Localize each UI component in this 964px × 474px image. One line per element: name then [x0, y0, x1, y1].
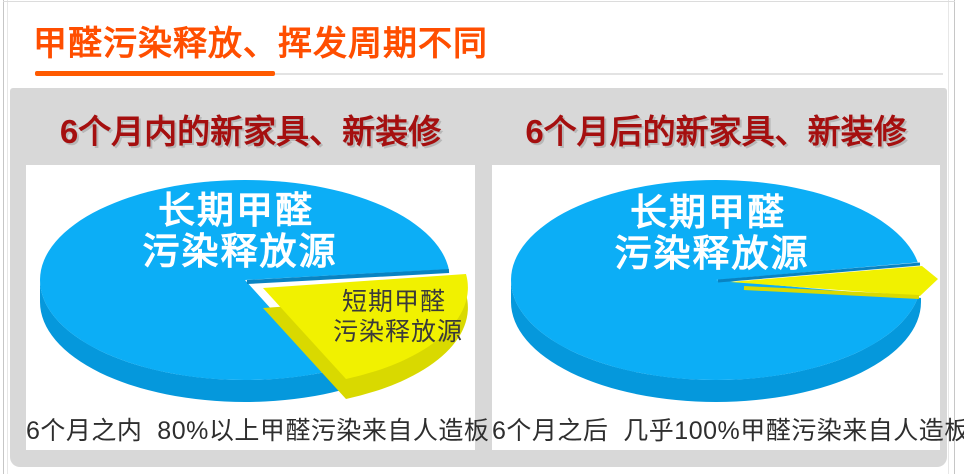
title-underline-rule	[275, 73, 943, 75]
yellow-slice-label-line2: 污染释放源	[333, 318, 463, 346]
pie-cut-inner-wall	[246, 269, 450, 284]
blue-slice-label-line1: 长期甲醛	[158, 190, 314, 231]
sliver-yellow-side	[743, 286, 920, 299]
blue-slice-label-line2: 污染释放源	[143, 231, 338, 272]
content-panel: 6个月内的新家具、新装修 6个月后的新家具、新装修 长期甲醛 污染释放源 短期甲…	[10, 88, 964, 467]
frame-line-right-outer	[954, 0, 955, 474]
wedge-yellow-top	[263, 274, 468, 379]
frame-line-left-inner	[7, 0, 8, 474]
pie-chart-after-6-months: 长期甲醛 污染释放源	[511, 180, 940, 402]
left-panel-heading: 6个月内的新家具、新装修	[59, 113, 442, 150]
frame-line-left-outer	[3, 0, 4, 474]
blue-slice-label-line2: 污染释放源	[615, 233, 810, 274]
yellow-slice-label-line1: 短期甲醛	[342, 288, 446, 316]
blue-slice-label-line1: 长期甲醛	[630, 192, 786, 233]
pie-cut-inner-wall	[717, 262, 921, 283]
left-chart-caption: 6个月之内 80%以上甲醛污染来自人造板	[26, 417, 490, 445]
pie-chart-within-6-months: 长期甲醛 污染释放源 短期甲醛 污染释放源	[40, 180, 475, 450]
pie-blue-side	[511, 280, 921, 402]
frame-line-right-inner	[948, 0, 949, 474]
frame-line-top	[3, 1, 955, 2]
right-panel-heading: 6个月后的新家具、新装修	[525, 113, 907, 150]
left-chart-card: 长期甲醛 污染释放源 短期甲醛 污染释放源 6个月之内 80%以上甲醛污染来自人…	[26, 165, 490, 450]
right-chart-caption: 6个月之后 几乎100%甲醛污染来自人造板	[492, 417, 964, 445]
page-title: 甲醛污染释放、挥发周期不同	[33, 25, 488, 63]
sliver-yellow-top	[730, 266, 938, 296]
title-underline-accent	[35, 71, 275, 76]
right-chart-card: 长期甲醛 污染释放源 6个月之后 几乎100%甲醛污染来自人造板	[492, 165, 964, 450]
